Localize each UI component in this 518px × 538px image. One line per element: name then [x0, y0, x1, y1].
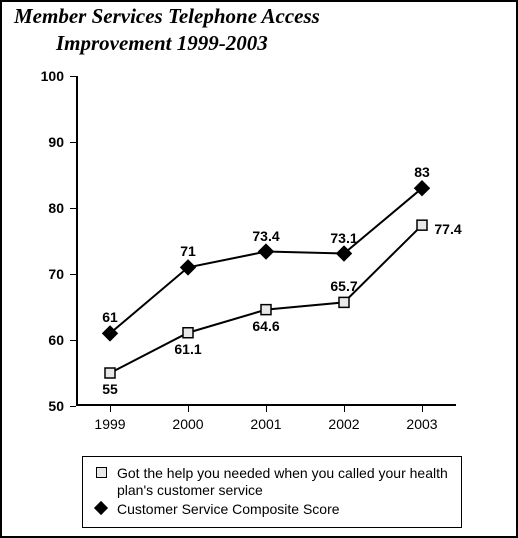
y-tick-label: 90 — [28, 134, 64, 150]
x-tick — [188, 406, 190, 412]
y-tick — [70, 340, 76, 342]
x-tick-label: 2001 — [250, 416, 281, 432]
legend-label-2: Customer Service Composite Score — [117, 501, 453, 518]
data-label: 83 — [414, 164, 430, 180]
x-tick — [422, 406, 424, 412]
x-tick-label: 2002 — [328, 416, 359, 432]
x-tick-label: 2003 — [406, 416, 437, 432]
data-label: 73.1 — [330, 230, 357, 246]
data-label: 55 — [102, 381, 118, 397]
data-label: 65.7 — [330, 278, 357, 294]
y-tick-label: 50 — [28, 398, 64, 414]
plot-area: 5060708090100199920002001200220035561.16… — [76, 76, 456, 406]
chart-title: Member Services Telephone Access Improve… — [14, 4, 320, 56]
y-tick-label: 60 — [28, 332, 64, 348]
legend-item-2: Customer Service Composite Score — [91, 501, 453, 518]
y-tick-label: 100 — [28, 68, 64, 84]
data-label: 61.1 — [174, 341, 201, 357]
y-tick-label: 70 — [28, 266, 64, 282]
title-line-1: Member Services Telephone Access — [14, 4, 320, 28]
square-marker-icon — [91, 467, 111, 478]
legend: Got the help you needed when you called … — [82, 456, 462, 528]
x-tick-label: 2000 — [172, 416, 203, 432]
y-tick — [70, 406, 76, 408]
diamond-marker-icon — [91, 503, 111, 513]
data-label: 71 — [180, 243, 196, 259]
legend-label-1: Got the help you needed when you called … — [117, 465, 453, 499]
data-label: 77.4 — [434, 221, 461, 237]
y-tick — [70, 208, 76, 210]
legend-item-1: Got the help you needed when you called … — [91, 465, 453, 499]
data-label: 64.6 — [252, 318, 279, 334]
x-tick — [110, 406, 112, 412]
chart-frame: Member Services Telephone Access Improve… — [0, 0, 518, 538]
title-line-2: Improvement 1999-2003 — [56, 31, 320, 56]
x-tick — [344, 406, 346, 412]
y-tick — [70, 76, 76, 78]
x-tick — [266, 406, 268, 412]
y-tick — [70, 274, 76, 276]
data-label: 61 — [102, 309, 118, 325]
data-label: 73.4 — [252, 228, 279, 244]
y-tick-label: 80 — [28, 200, 64, 216]
x-tick-label: 1999 — [94, 416, 125, 432]
y-tick — [70, 142, 76, 144]
